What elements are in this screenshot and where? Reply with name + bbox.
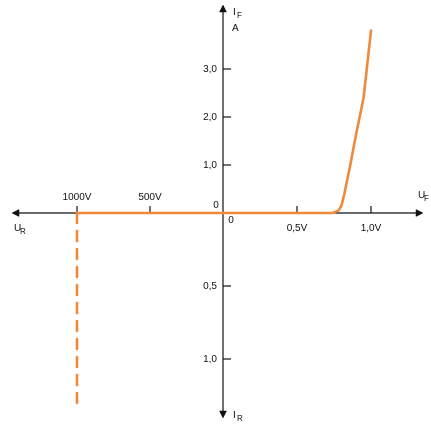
forward-current-label-main: I	[233, 7, 236, 18]
forward-voltage-label-sub: F	[424, 194, 429, 203]
reverse-current-tick-label-0: 0,5	[203, 281, 217, 292]
reverse-current-arrow	[219, 410, 227, 419]
reverse-voltage-label-main: U	[14, 223, 21, 234]
reverse-voltage-label-sub: R	[20, 227, 26, 236]
forward-current-tick-label-2: 3,0	[203, 64, 217, 75]
forward-voltage-tick-label-1: 1,0V	[361, 223, 382, 234]
reverse-current-label-sub: R	[237, 414, 243, 423]
forward-characteristic-curve	[221, 29, 373, 215]
reverse-voltage-tick-label-1: 1000V	[63, 192, 92, 203]
forward-current-tick-label-1: 2,0	[203, 112, 217, 123]
forward-voltage-tick-label-0: 0,5V	[287, 223, 308, 234]
reverse-current-tick-label-1: 1,0	[203, 354, 217, 365]
forward-current-arrow	[219, 4, 227, 13]
forward-voltage-arrow	[415, 209, 424, 217]
reverse-voltage-arrow	[11, 209, 20, 217]
reverse-voltage-tick-label-0: 500V	[138, 192, 162, 203]
forward-current-label-sub: F	[237, 11, 242, 20]
origin-label-upper: 0	[213, 200, 219, 211]
reverse-current-label-main: I	[233, 410, 236, 421]
origin-label-lower: 0	[228, 215, 234, 226]
forward-current-tick-label-0: 1,0	[203, 160, 217, 171]
forward-voltage-label-main: U	[418, 190, 425, 201]
forward-current-unit-label: A	[232, 23, 239, 34]
